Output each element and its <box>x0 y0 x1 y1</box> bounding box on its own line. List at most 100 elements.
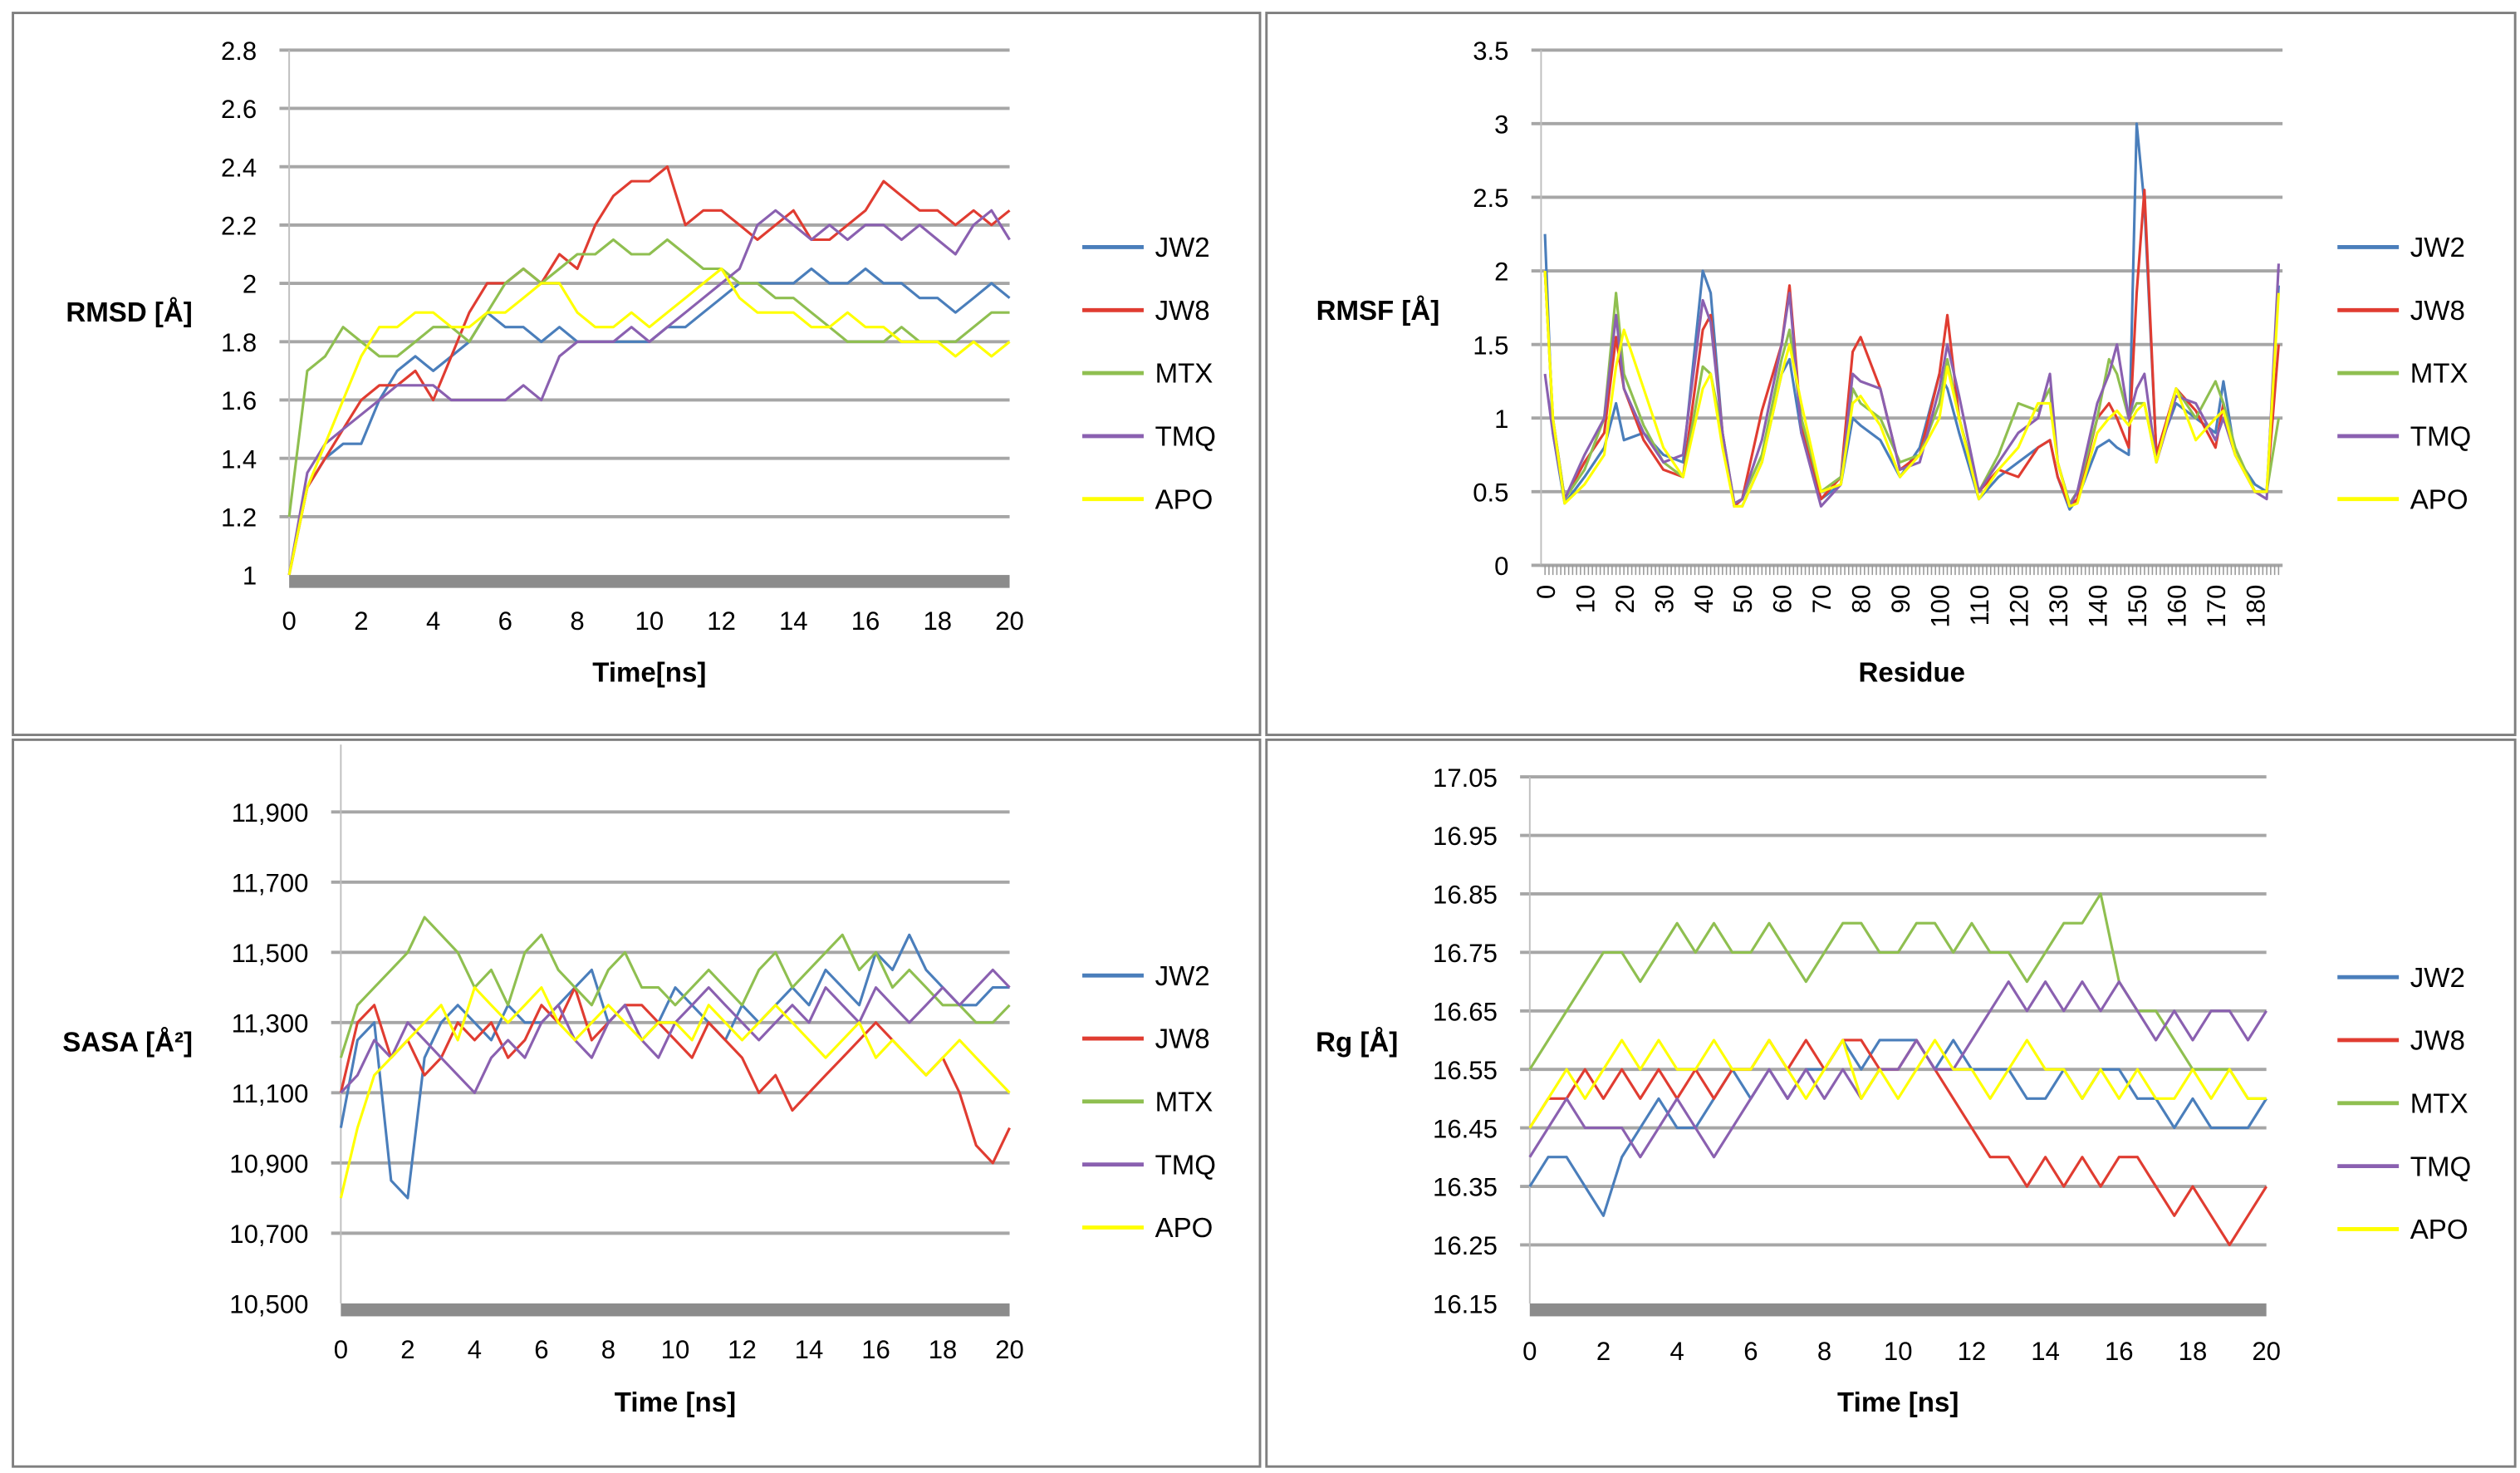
y-tick-label: 16.35 <box>1433 1173 1498 1202</box>
y-tick-label: 11,500 <box>232 939 309 968</box>
x-tick-label: 40 <box>1689 585 1718 614</box>
y-tick-label: 16.65 <box>1433 997 1498 1026</box>
x-tick-label: 8 <box>570 606 584 636</box>
legend-label: MTX <box>2410 1088 2469 1119</box>
y-axis-title: SASA [Å²] <box>62 1027 193 1058</box>
x-tick-label: 4 <box>1670 1337 1684 1366</box>
legend-item-jw8: JW8 <box>2337 1026 2465 1057</box>
rmsd-chart-panel: 1 1.2 1.4 1.6 1.8 2 2.2 2.4 2.6 2.8 0 2 4 6 8 10 12 14 16 1… <box>12 12 1262 737</box>
x-tick-label: 18 <box>2179 1337 2208 1366</box>
legend-label: MTX <box>1155 1088 1213 1118</box>
series-line-jw2 <box>1528 1038 2268 1217</box>
x-tick-label: 16 <box>2105 1337 2134 1366</box>
y-axis-title: Rg [Å] <box>1316 1027 1398 1058</box>
legend-item-apo: APO <box>1082 1213 1213 1244</box>
y-tick-label: 16.85 <box>1433 881 1498 910</box>
panel-border <box>12 12 1262 737</box>
x-tick-label: 0 <box>1522 1337 1537 1366</box>
x-tick-label: 20 <box>1611 585 1640 614</box>
y-tick-label: 2.8 <box>221 37 257 66</box>
x-tick-label: 4 <box>468 1335 482 1364</box>
panel-border <box>1265 12 2517 737</box>
x-tick-label: 120 <box>2005 585 2034 628</box>
series-line-apo <box>287 267 1011 576</box>
rg-chart-panel: 16.15 16.25 16.35 16.45 16.55 16.65 16.75 16.85… <box>1265 738 2517 1468</box>
legend-label: JW8 <box>2410 296 2465 327</box>
x-axis-floor <box>341 1303 1010 1317</box>
x-tick-label: 140 <box>2084 585 2113 628</box>
y-tick-label: 1.4 <box>221 444 257 474</box>
legend-item-apo: APO <box>1082 484 1213 515</box>
y-tick-label: 1.8 <box>221 328 257 357</box>
legend-item-apo: APO <box>2337 484 2469 515</box>
y-tick-label: 3.5 <box>1473 37 1508 66</box>
series-line-apo <box>1543 270 2280 508</box>
legend-label: APO <box>2410 1215 2469 1245</box>
legend-item-tmq: TMQ <box>1082 1150 1216 1181</box>
legend-item-tmq: TMQ <box>2337 422 2471 453</box>
y-tick-label: 1.6 <box>221 386 257 415</box>
x-tick-label: 130 <box>2044 585 2073 628</box>
legend-item-jw2: JW2 <box>2337 963 2465 994</box>
x-tick-label: 6 <box>1743 1337 1758 1366</box>
x-tick-label: 170 <box>2202 585 2231 628</box>
x-tick-label: 70 <box>1807 585 1836 614</box>
panel-border <box>1265 738 2517 1468</box>
legend-item-jw8: JW8 <box>1082 1024 1210 1055</box>
x-tick-label: 2 <box>400 1335 414 1364</box>
x-tick-label: 150 <box>2123 585 2152 628</box>
x-tick-label: 30 <box>1650 585 1679 614</box>
y-tick-label: 1 <box>1494 405 1508 434</box>
x-tick-label: 14 <box>795 1335 824 1364</box>
x-tick-label: 10 <box>1884 1337 1913 1366</box>
x-tick-label: 18 <box>923 606 952 636</box>
y-tick-label: 16.75 <box>1433 939 1498 968</box>
x-axis-floor <box>1529 1303 2267 1317</box>
x-tick-label: 50 <box>1728 585 1758 614</box>
series-line-jw2 <box>339 933 1010 1200</box>
legend-label: JW2 <box>2410 963 2465 994</box>
x-tick-label: 12 <box>707 606 736 636</box>
x-tick-label: 12 <box>1958 1337 1987 1366</box>
legend-item-mtx: MTX <box>1082 359 1213 390</box>
series-line-mtx <box>1528 892 2267 1100</box>
y-axis-title: RMSD [Å] <box>66 297 192 328</box>
legend-label: JW8 <box>2410 1026 2465 1057</box>
legend-label: MTX <box>1155 359 1213 390</box>
legend-item-jw2: JW2 <box>2337 233 2465 263</box>
y-tick-label: 16.25 <box>1433 1231 1498 1260</box>
x-tick-label: 20 <box>995 606 1024 636</box>
x-tick-label: 160 <box>2163 585 2192 628</box>
legend-label: JW2 <box>1155 233 1210 263</box>
x-tick-label: 16 <box>861 1335 890 1364</box>
x-tick-label: 100 <box>1926 585 1955 628</box>
x-tick-label: 2 <box>354 606 368 636</box>
legend-label: JW8 <box>1155 296 1210 327</box>
y-tick-label: 1.5 <box>1473 331 1508 360</box>
y-tick-label: 11,300 <box>232 1009 309 1038</box>
x-tick-label: 20 <box>2252 1337 2281 1366</box>
series-line-jw8 <box>287 165 1011 576</box>
x-axis-title: Residue <box>1858 657 1965 688</box>
x-tick-label: 8 <box>601 1335 615 1364</box>
x-tick-label: 110 <box>1965 585 1994 626</box>
legend-item-tmq: TMQ <box>2337 1151 2471 1182</box>
legend-item-mtx: MTX <box>1082 1088 1213 1118</box>
y-tick-label: 10,700 <box>229 1220 308 1249</box>
y-tick-label: 0.5 <box>1473 479 1508 508</box>
x-tick-label: 10 <box>1571 585 1600 614</box>
legend-label: APO <box>1155 484 1213 515</box>
y-tick-label: 16.15 <box>1433 1290 1498 1319</box>
y-tick-label: 11,700 <box>232 869 309 898</box>
y-tick-label: 16.45 <box>1433 1114 1498 1143</box>
legend-label: JW8 <box>1155 1024 1210 1055</box>
y-tick-label: 2 <box>1494 258 1508 287</box>
legend-item-mtx: MTX <box>2337 359 2469 390</box>
panel-border <box>12 738 1262 1468</box>
series-line-apo <box>1528 1038 2267 1129</box>
rmsf-chart-panel: 0 0.5 1 1.5 2 2.5 3 3.5 0 10 20 30 40 50 60 70 80 90 100 11… <box>1265 12 2517 737</box>
y-tick-label: 10,900 <box>229 1150 308 1179</box>
series-line-tmq <box>1543 263 2280 508</box>
x-tick-label: 80 <box>1847 585 1876 614</box>
